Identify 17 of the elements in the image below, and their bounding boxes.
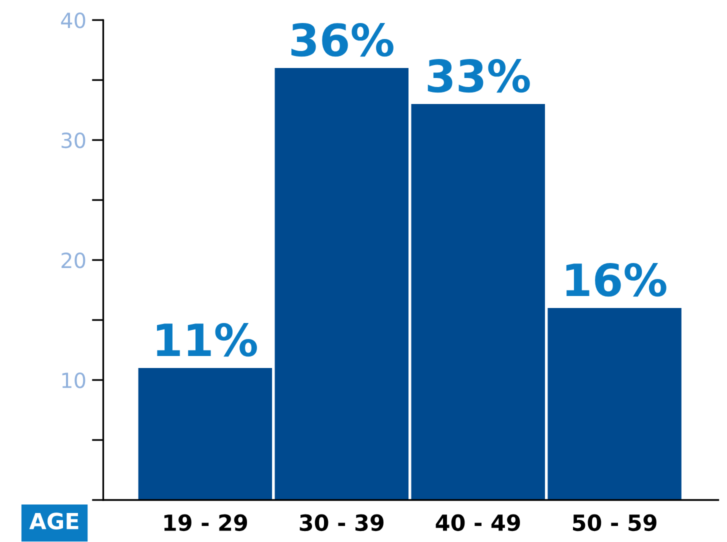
bar (548, 308, 682, 500)
y-tick-label: 20 (62, 252, 86, 268)
x-tick-label: 30 - 39 (300, 514, 384, 532)
y-tick-label: 10 (62, 372, 86, 388)
y-tick-label: 40 (61, 12, 86, 28)
bar (411, 104, 545, 500)
data-label: 11% (156, 323, 257, 357)
data-label: 33% (428, 59, 530, 93)
bar (274, 68, 409, 500)
data-label: 36% (291, 23, 394, 57)
x-tick-label: 19 - 29 (164, 514, 248, 532)
x-tick-label: 50 - 59 (573, 514, 656, 532)
data-label: 16% (566, 263, 666, 297)
bar (138, 368, 272, 500)
y-tick-label: 30 (62, 132, 86, 148)
x-tick-label: 40 - 49 (436, 514, 520, 532)
x-axis-title: AGE (29, 512, 78, 530)
